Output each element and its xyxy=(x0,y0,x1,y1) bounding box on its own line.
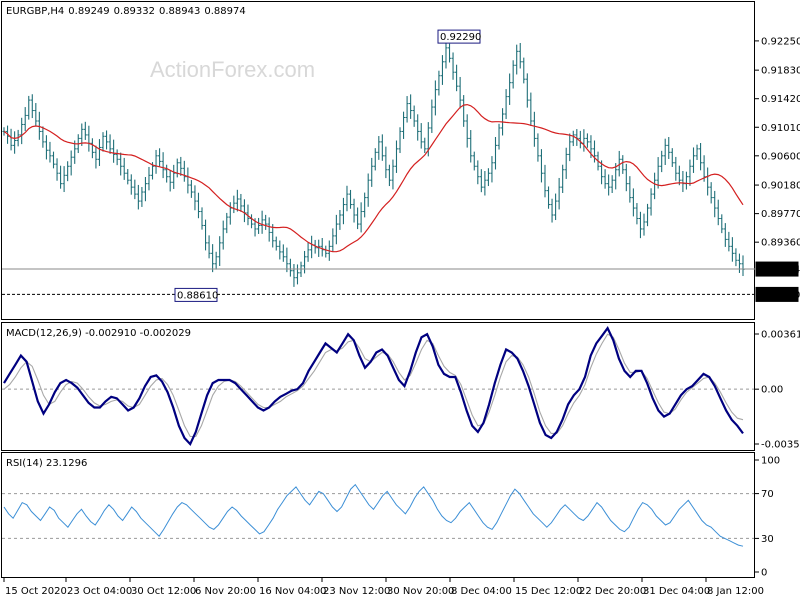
high-value: 0.89332 xyxy=(114,6,155,17)
price-y-tick-label: 0.90600 xyxy=(761,151,800,162)
price-y-tick-label: 0.92250 xyxy=(761,36,800,47)
rsi-y-tick-label: 30 xyxy=(761,534,774,545)
time-tick-label: 23 Oct 04:00 xyxy=(67,586,132,597)
watermark: ActionForex.com xyxy=(150,57,315,82)
current-price-label: 0.88974 xyxy=(759,265,800,276)
macd-y-axis: 0.003615 0.00 -0.003592 xyxy=(755,330,800,451)
price-moving-average xyxy=(3,103,744,253)
rsi-y-axis: 100 70 30 0 xyxy=(755,456,780,579)
price-y-tick-label: 0.91010 xyxy=(761,123,800,134)
low-marker-box xyxy=(174,287,218,302)
rsi-panel-frame xyxy=(1,452,755,578)
price-bars xyxy=(2,39,745,287)
price-panel-frame xyxy=(1,1,755,320)
rsi-y-tick-label: 0 xyxy=(761,568,767,579)
macd-label: MACD(12,26,9) -0.002910 -0.002029 xyxy=(6,328,191,339)
time-tick-label: 15 Dec 12:00 xyxy=(515,586,582,597)
open-value: 0.89249 xyxy=(68,6,109,17)
macd-panel-frame xyxy=(1,322,755,451)
time-tick-label: 15 Oct 2020 xyxy=(5,586,67,597)
rsi-y-tick-label: 70 xyxy=(761,489,774,500)
price-y-tick-label: 0.89360 xyxy=(761,238,800,249)
low-value: 0.88943 xyxy=(159,6,200,17)
rsi-line xyxy=(3,483,744,547)
current-price-box xyxy=(755,261,799,277)
high-marker-box xyxy=(437,29,481,44)
low-marker-text: 0.88610 xyxy=(177,290,218,301)
time-tick-label: 22 Dec 20:00 xyxy=(579,586,646,597)
price-y-tick-label: 0.91420 xyxy=(761,94,800,105)
time-tick-label: 30 Nov 20:00 xyxy=(387,586,454,597)
macd-y-tick-label: 0.00 xyxy=(761,385,783,396)
time-tick-label: 8 Jan 12:00 xyxy=(707,586,764,597)
price-y-tick-label: 0.89770 xyxy=(761,209,800,220)
price-y-tick-label: 0.91830 xyxy=(761,66,800,77)
price-y-axis: 0.92250 0.91830 0.91420 0.91010 0.90600 0.901… xyxy=(755,36,800,249)
time-tick-label: 30 Oct 12:00 xyxy=(131,586,196,597)
macd-y-tick-label: -0.003592 xyxy=(761,440,800,451)
rsi-grid xyxy=(2,493,754,539)
time-tick-label: 6 Nov 20:00 xyxy=(195,586,256,597)
rsi-y-tick-label: 100 xyxy=(761,456,780,467)
time-tick-label: 23 Nov 12:00 xyxy=(323,586,390,597)
close-value: 0.88974 xyxy=(204,6,245,17)
low-price-label: 0.88610 xyxy=(759,290,800,301)
rsi-label: RSI(14) 23.1296 xyxy=(6,458,87,469)
time-tick-label: 8 Dec 04:00 xyxy=(451,586,512,597)
time-tick-label: 16 Nov 04:00 xyxy=(259,586,326,597)
macd-signal-line xyxy=(3,333,744,438)
high-marker-text: 0.92290 xyxy=(440,32,481,43)
macd-y-tick-label: 0.003615 xyxy=(761,330,800,341)
price-header: EURGBP,H4 0.89249 0.89332 0.88943 0.88974 xyxy=(6,6,246,17)
macd-main-line xyxy=(3,325,744,447)
low-box xyxy=(755,286,799,302)
price-y-tick-label: 0.90180 xyxy=(761,181,800,192)
time-tick-label: 31 Dec 04:00 xyxy=(643,586,710,597)
symbol: EURGBP,H4 xyxy=(6,6,64,17)
